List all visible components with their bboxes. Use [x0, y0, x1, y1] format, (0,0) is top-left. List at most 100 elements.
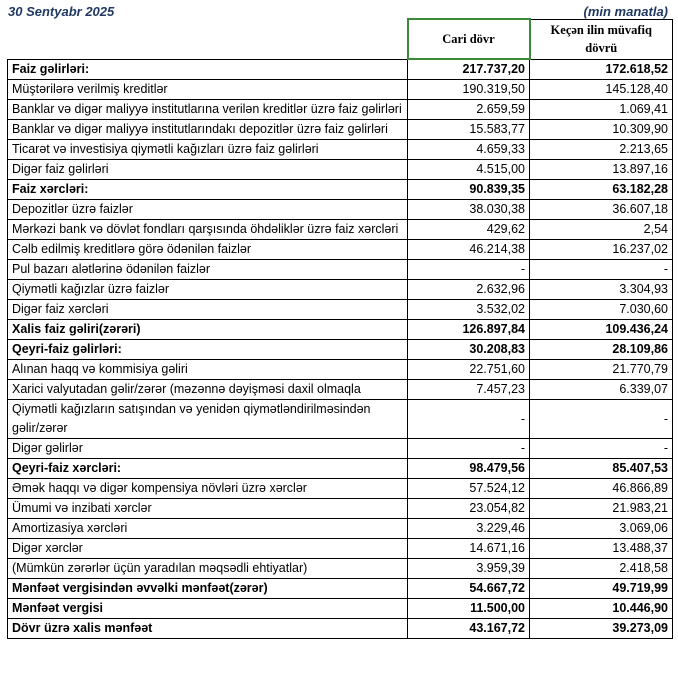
table-row: Dövr üzrə xalis mənfəət 43.167,72 39.273,0…: [7, 618, 673, 639]
current-value: -: [407, 399, 530, 439]
table-row: Qiymətli kağızların satışından və yenidə…: [7, 399, 673, 439]
date: 30 Sentyabr 2025: [8, 4, 115, 19]
table-row: Alınan haqq və kommisiya gəliri 22.751,60…: [7, 359, 673, 380]
row-label: Xarici valyutadan gəlir/zərər (məzənnə d…: [7, 379, 408, 400]
row-label: Ticarət və investisiya qiymətli kağızlar…: [7, 139, 408, 160]
previous-value: 13.897,16: [529, 159, 673, 180]
current-value: 3.532,02: [407, 299, 530, 320]
previous-value: -: [529, 399, 673, 439]
previous-value: 39.273,09: [529, 618, 673, 639]
table-row: Qeyri-faiz gəlirləri: 30.208,83 28.109,86: [7, 339, 673, 360]
previous-value: -: [529, 259, 673, 280]
table-row: Mərkəzi bank və dövlət fondları qarşısın…: [7, 219, 673, 240]
row-label: Digər gəlirlər: [7, 438, 408, 459]
row-label: Qeyri-faiz xərcləri:: [7, 458, 408, 479]
previous-value: 28.109,86: [529, 339, 673, 360]
current-value: 46.214,38: [407, 239, 530, 260]
row-label: (Mümkün zərərlər üçün yaradılan məqsədli…: [7, 558, 408, 579]
table-row: Banklar və digər maliyyə institutlarına …: [7, 99, 673, 120]
current-value: 190.319,50: [407, 79, 530, 100]
previous-value: 6.339,07: [529, 379, 673, 400]
previous-value: 46.866,89: [529, 478, 673, 499]
previous-value: 1.069,41: [529, 99, 673, 120]
row-label: Mənfəət vergisindən əvvəlki mənfəət(zərə…: [7, 578, 408, 599]
current-value: 11.500,00: [407, 598, 530, 619]
previous-value: 3.069,06: [529, 518, 673, 539]
row-label: Dövr üzrə xalis mənfəət: [7, 618, 408, 639]
current-value: 7.457,23: [407, 379, 530, 400]
current-value: 2.632,96: [407, 279, 530, 300]
row-label: Qeyri-faiz gəlirləri:: [7, 339, 408, 360]
previous-value: 36.607,18: [529, 199, 673, 220]
previous-value: 172.618,52: [529, 58, 673, 80]
row-label: Digər faiz gəlirləri: [7, 159, 408, 180]
table-row: Faiz xərcləri: 90.839,35 63.182,28: [7, 179, 673, 200]
table-row: Əmək haqqı və digər kompensiya növləri ü…: [7, 478, 673, 499]
row-label: Banklar və digər maliyyə institutlarına …: [7, 99, 408, 120]
row-label: Faiz xərcləri:: [7, 179, 408, 200]
previous-value: 2.213,65: [529, 139, 673, 160]
row-label: Cəlb edilmiş kreditlərə görə ödənilən fa…: [7, 239, 408, 260]
table: Cari dövr Keçən ilin müvafiq dövrü Faiz …: [7, 18, 673, 639]
previous-value: 16.237,02: [529, 239, 673, 260]
row-label: Qiymətli kağızların satışından və yenidə…: [7, 399, 408, 439]
table-row: Xarici valyutadan gəlir/zərər (məzənnə d…: [7, 379, 673, 400]
current-value: 23.054,82: [407, 498, 530, 519]
column-header: Cari dövr: [406, 18, 531, 60]
table-row: Depozitlər üzrə faizlər 38.030,38 36.607,1…: [7, 199, 673, 220]
current-value: 217.737,20: [407, 58, 530, 80]
blank-header: [7, 19, 408, 60]
table-row: Digər gəlirlər - -: [7, 438, 673, 459]
table-row: Pul bazarı alətlərinə ödənilən faizlər - -: [7, 259, 673, 280]
previous-value: 49.719,99: [529, 578, 673, 599]
row-label: Amortizasiya xərcləri: [7, 518, 408, 539]
current-value: 2.659,59: [407, 99, 530, 120]
current-value: 4.659,33: [407, 139, 530, 160]
current-value: 57.524,12: [407, 478, 530, 499]
row-label: Mənfəət vergisi: [7, 598, 408, 619]
table-row: Xalis faiz gəliri(zərəri) 126.897,84 109.4…: [7, 319, 673, 340]
table-row: Ümumi və inzibati xərclər 23.054,82 21.983…: [7, 498, 673, 519]
row-label: Əmək haqqı və digər kompensiya növləri ü…: [7, 478, 408, 499]
unit: (min manatla): [583, 4, 668, 19]
table-row: Digər faiz gəlirləri 4.515,00 13.897,16: [7, 159, 673, 180]
previous-value: -: [529, 438, 673, 459]
current-value: 98.479,56: [407, 458, 530, 479]
row-label: Alınan haqq və kommisiya gəliri: [7, 359, 408, 380]
previous-value: 63.182,28: [529, 179, 673, 200]
previous-value: 7.030,60: [529, 299, 673, 320]
table-row: Digər faiz xərcləri 3.532,02 7.030,60: [7, 299, 673, 320]
row-label: Xalis faiz gəliri(zərəri): [7, 319, 408, 340]
current-value: 22.751,60: [407, 359, 530, 380]
previous-value: 145.128,40: [529, 79, 673, 100]
table-row: Ticarət və investisiya qiymətli kağızlar…: [7, 139, 673, 160]
current-value: 43.167,72: [407, 618, 530, 639]
previous-value: 85.407,53: [529, 458, 673, 479]
table-row: Faiz gəlirləri: 217.737,20 172.618,52: [7, 58, 673, 80]
current-value: 54.667,72: [407, 578, 530, 599]
current-value: -: [407, 259, 530, 280]
row-label: Digər faiz xərcləri: [7, 299, 408, 320]
row-label: Qiymətli kağızlar üzrə faizlər: [7, 279, 408, 300]
table-row: Cəlb edilmiş kreditlərə görə ödənilən fa…: [7, 239, 673, 260]
current-value: 38.030,38: [407, 199, 530, 220]
table-row: Qiymətli kağızlar üzrə faizlər 2.632,96 3.…: [7, 279, 673, 300]
previous-value: 13.488,37: [529, 538, 673, 559]
current-value: -: [407, 438, 530, 459]
previous-value: 2.418,58: [529, 558, 673, 579]
table-row: Mənfəət vergisindən əvvəlki mənfəət(zərə…: [7, 578, 673, 599]
previous-value: 21.770,79: [529, 359, 673, 380]
column-header: Keçən ilin müvafiq dövrü: [529, 18, 673, 60]
current-value: 126.897,84: [407, 319, 530, 340]
table-row: Digər xərclər 14.671,16 13.488,37: [7, 538, 673, 559]
previous-value: 3.304,93: [529, 279, 673, 300]
current-value: 15.583,77: [407, 119, 530, 140]
current-value: 3.229,46: [407, 518, 530, 539]
previous-value: 109.436,24: [529, 319, 673, 340]
table-row: (Mümkün zərərlər üçün yaradılan məqsədli…: [7, 558, 673, 579]
table-row: Qeyri-faiz xərcləri: 98.479,56 85.407,53: [7, 458, 673, 479]
table-row: Mənfəət vergisi 11.500,00 10.446,90: [7, 598, 673, 619]
previous-value: 10.446,90: [529, 598, 673, 619]
current-value: 4.515,00: [407, 159, 530, 180]
